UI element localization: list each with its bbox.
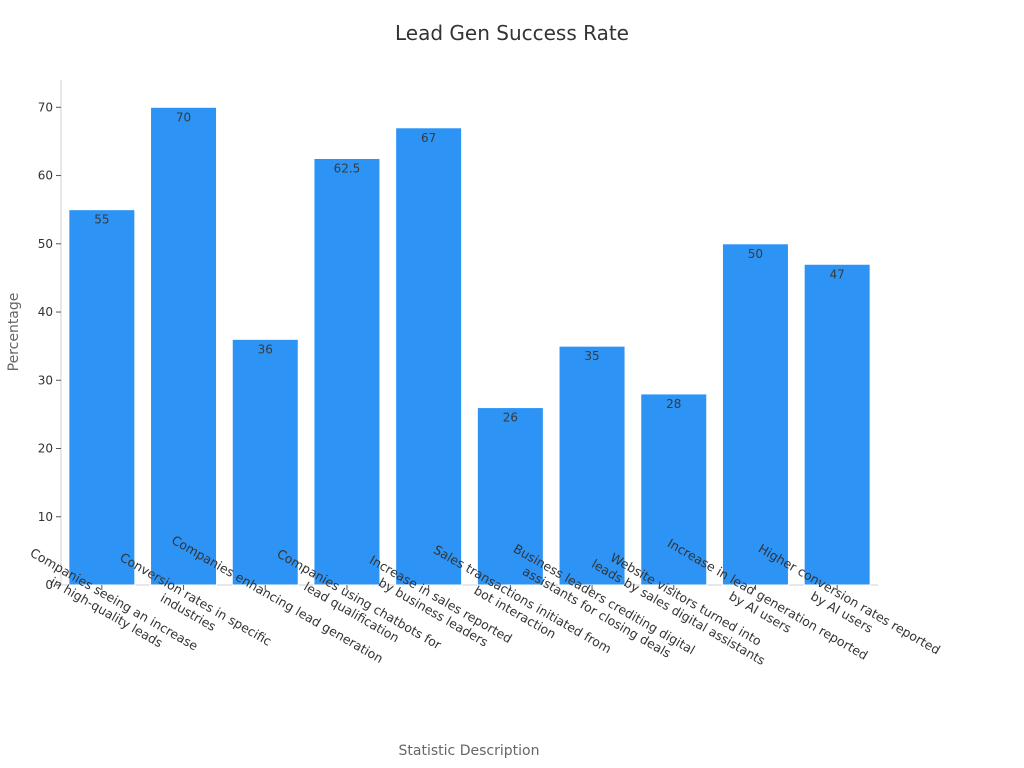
data-label: 36 <box>258 342 273 356</box>
bar <box>231 338 299 586</box>
bar <box>803 263 871 586</box>
x-axis-title: Statistic Description <box>399 743 540 759</box>
data-label: 35 <box>584 349 599 363</box>
y-tick-label: 60 <box>38 169 53 183</box>
data-label: 67 <box>421 131 436 145</box>
data-label: 47 <box>830 267 845 281</box>
data-label: 50 <box>748 247 763 261</box>
bar <box>640 393 708 586</box>
data-label: 26 <box>503 411 518 425</box>
chart-title: Lead Gen Success Rate <box>395 21 629 45</box>
y-tick-label: 10 <box>38 510 53 524</box>
bar <box>558 345 626 586</box>
y-axis-title: Percentage <box>6 293 22 372</box>
data-label: 70 <box>176 110 191 124</box>
bar <box>476 407 544 586</box>
y-tick-label: 20 <box>38 442 53 456</box>
bar <box>313 157 381 586</box>
data-label: 55 <box>94 213 109 227</box>
bar <box>721 243 789 586</box>
y-tick-label: 70 <box>38 100 53 114</box>
data-label: 62.5 <box>334 161 361 175</box>
bar <box>395 127 463 586</box>
data-label: 28 <box>666 397 681 411</box>
y-tick-label: 50 <box>38 237 53 251</box>
y-tick-label: 0 <box>45 578 53 592</box>
y-tick-label: 30 <box>38 373 53 387</box>
bar <box>150 106 218 586</box>
bar <box>68 209 136 586</box>
y-tick-label: 40 <box>38 305 53 319</box>
